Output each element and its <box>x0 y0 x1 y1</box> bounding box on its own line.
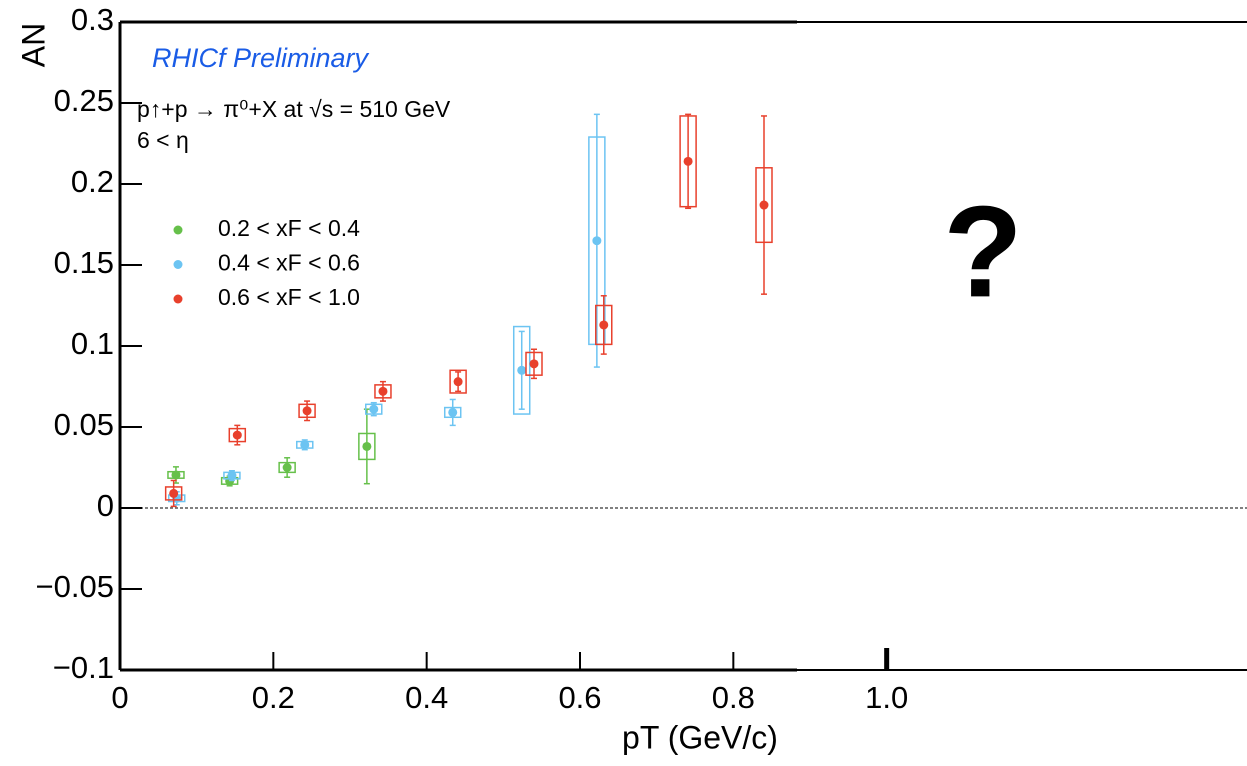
syst-box <box>449 369 467 394</box>
legend-label: 0.6 < xF < 1.0 <box>218 284 360 310</box>
y-tick-label: 0.1 <box>71 326 114 361</box>
point <box>683 156 693 166</box>
point <box>169 488 179 498</box>
x-tick-label: 0.6 <box>558 680 601 715</box>
y-axis-label: AN <box>15 23 51 67</box>
x-tick-label: 0 <box>111 680 128 715</box>
y-tick-label: 0.15 <box>54 245 114 280</box>
point <box>453 377 463 387</box>
x-tick-label: 0.2 <box>252 680 295 715</box>
point <box>282 463 292 472</box>
legend-marker <box>173 225 183 235</box>
y-tick-label: 0.2 <box>71 164 114 199</box>
point <box>378 386 388 396</box>
point <box>300 440 310 450</box>
x-tick-label: 1.0 <box>865 680 908 715</box>
syst-box <box>512 325 531 415</box>
y-tick-label: −0.05 <box>36 569 114 604</box>
y-tick-label: 0 <box>97 488 114 523</box>
point <box>369 404 379 414</box>
point <box>227 471 237 481</box>
x-tick-label: 0.8 <box>712 680 755 715</box>
y-tick-label: −0.1 <box>53 650 114 685</box>
point <box>171 470 181 480</box>
legend-label: 0.2 < xF < 0.4 <box>218 215 360 241</box>
x-tick-label: 0.4 <box>405 680 448 715</box>
legend-label: 0.4 < xF < 0.6 <box>218 250 360 276</box>
y-tick-label: 0.25 <box>54 83 114 118</box>
point <box>448 407 458 417</box>
point <box>529 359 539 369</box>
point <box>232 430 242 440</box>
point <box>517 365 527 375</box>
x-axis-label: pT (GeV/c) <box>622 719 778 755</box>
annotation: 6 < η <box>137 127 189 153</box>
legend-marker <box>173 260 183 269</box>
y-tick-label: 0.05 <box>54 407 114 442</box>
point <box>362 441 372 451</box>
subtitle: p↑+p → π⁰+X at √s = 510 GeV <box>137 96 451 122</box>
y-tick-label: 0.3 <box>71 2 114 37</box>
chart-title: RHICf Preliminary <box>152 43 370 73</box>
annotation: ? <box>943 178 1022 324</box>
point <box>599 320 609 330</box>
point <box>759 200 769 210</box>
legend-marker <box>173 294 183 304</box>
point <box>592 236 602 246</box>
point <box>302 406 312 416</box>
